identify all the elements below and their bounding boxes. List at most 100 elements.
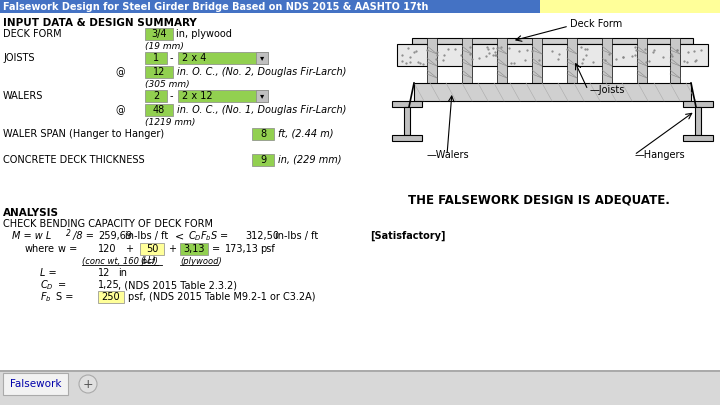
Text: (plywood): (plywood)	[180, 256, 222, 266]
Text: @: @	[115, 105, 125, 115]
Text: (1219 mm): (1219 mm)	[145, 117, 195, 126]
Bar	[497, 38, 507, 83]
Text: 48: 48	[153, 105, 165, 115]
Bar	[683, 135, 713, 141]
Bar	[252, 128, 274, 140]
Bar	[145, 66, 173, 78]
Bar	[532, 38, 542, 83]
Text: in. O. C., (No. 2, Douglas Fir-Larch): in. O. C., (No. 2, Douglas Fir-Larch)	[177, 67, 346, 77]
Text: ▾: ▾	[260, 92, 264, 100]
Bar	[683, 101, 713, 107]
Text: 50: 50	[146, 244, 158, 254]
Text: 173,13: 173,13	[225, 244, 259, 254]
Bar	[0, 370, 720, 405]
Text: 3/4: 3/4	[151, 29, 167, 39]
Text: 120: 120	[98, 244, 117, 254]
Bar	[98, 291, 124, 303]
Text: in, plywood: in, plywood	[176, 29, 232, 39]
Text: -: -	[170, 91, 174, 101]
Bar	[670, 38, 680, 83]
Text: 12: 12	[153, 67, 165, 77]
Text: =: =	[212, 244, 220, 254]
Text: CHECK BENDING CAPACITY OF DECK FORM: CHECK BENDING CAPACITY OF DECK FORM	[3, 219, 213, 229]
Text: —Walers: —Walers	[427, 150, 469, 160]
Bar	[392, 18, 715, 203]
Text: Falsework: Falsework	[10, 379, 62, 389]
Text: (19 mm): (19 mm)	[145, 41, 184, 51]
Bar	[178, 90, 268, 102]
Text: 250: 250	[102, 292, 120, 302]
Bar	[140, 243, 164, 255]
Text: DECK FORM: DECK FORM	[3, 29, 62, 39]
Text: ft, (2.44 m): ft, (2.44 m)	[278, 129, 333, 139]
Text: JOISTS: JOISTS	[3, 53, 35, 63]
Bar	[397, 44, 708, 66]
Text: -: -	[170, 53, 174, 63]
Bar	[462, 38, 472, 83]
Text: in: in	[118, 268, 127, 278]
Text: L =: L =	[40, 268, 57, 278]
Text: ▾: ▾	[260, 53, 264, 62]
Bar	[3, 373, 68, 395]
Text: , (NDS 2015 Table 2.3.2): , (NDS 2015 Table 2.3.2)	[118, 280, 237, 290]
Bar	[540, 0, 720, 13]
Bar	[567, 38, 577, 83]
Text: 2: 2	[66, 228, 71, 237]
Text: (305 mm): (305 mm)	[145, 79, 189, 89]
Text: 12: 12	[98, 268, 110, 278]
Text: $C_D F_b S$ =: $C_D F_b S$ =	[188, 229, 229, 243]
Bar	[392, 135, 422, 141]
Text: +: +	[83, 377, 94, 390]
Text: +: +	[168, 244, 176, 254]
Text: psf, (NDS 2015 Table M9.2-1 or C3.2A): psf, (NDS 2015 Table M9.2-1 or C3.2A)	[128, 292, 315, 302]
Text: 2 x 4: 2 x 4	[182, 53, 207, 63]
Text: 2 x 12: 2 x 12	[182, 91, 212, 101]
Text: in-lbs / ft: in-lbs / ft	[275, 231, 318, 241]
Text: $F_b$: $F_b$	[40, 290, 52, 304]
Text: (LL): (LL)	[140, 256, 156, 266]
Text: <: <	[175, 231, 184, 241]
Bar	[0, 370, 720, 372]
Text: psf: psf	[260, 244, 275, 254]
Text: S =: S =	[56, 292, 73, 302]
Bar	[256, 90, 268, 102]
Bar	[180, 243, 208, 255]
Bar	[145, 52, 167, 64]
Text: M = w L: M = w L	[12, 231, 51, 241]
Text: 312,50: 312,50	[245, 231, 279, 241]
Bar	[637, 38, 647, 83]
Text: —Hangers: —Hangers	[635, 150, 685, 160]
Text: Falsework Design for Steel Girder Bridge Based on NDS 2015 & AASHTO 17th: Falsework Design for Steel Girder Bridge…	[3, 2, 428, 11]
Bar	[392, 101, 422, 107]
Bar	[145, 104, 173, 116]
Text: w =: w =	[58, 244, 77, 254]
Text: ANALYSIS: ANALYSIS	[3, 208, 59, 218]
Text: 8: 8	[260, 129, 266, 139]
Circle shape	[79, 375, 97, 393]
Text: 1: 1	[153, 53, 159, 63]
Text: CONCRETE DECK THICKNESS: CONCRETE DECK THICKNESS	[3, 155, 145, 165]
Text: INPUT DATA & DESIGN SUMMARY: INPUT DATA & DESIGN SUMMARY	[3, 18, 197, 28]
Text: @: @	[115, 67, 125, 77]
Text: in, (229 mm): in, (229 mm)	[278, 155, 341, 165]
Bar	[414, 83, 691, 101]
Text: in. O. C., (No. 1, Douglas Fir-Larch): in. O. C., (No. 1, Douglas Fir-Larch)	[177, 105, 346, 115]
Bar	[145, 90, 167, 102]
Text: in-lbs / ft: in-lbs / ft	[125, 231, 168, 241]
Text: 9: 9	[260, 155, 266, 165]
Text: where: where	[25, 244, 55, 254]
Text: [Satisfactory]: [Satisfactory]	[370, 231, 446, 241]
Bar	[256, 52, 268, 64]
Bar	[427, 38, 437, 83]
Bar	[145, 28, 173, 40]
Bar	[252, 154, 274, 166]
Text: THE FALSEWORK DESIGN IS ADEQUATE.: THE FALSEWORK DESIGN IS ADEQUATE.	[408, 194, 670, 207]
Text: =: =	[58, 280, 66, 290]
Bar	[178, 52, 268, 64]
Text: $C_D$: $C_D$	[40, 278, 54, 292]
Bar	[404, 107, 410, 135]
Text: WALER SPAN (Hanger to Hanger): WALER SPAN (Hanger to Hanger)	[3, 129, 164, 139]
Text: 1,25: 1,25	[98, 280, 120, 290]
Bar	[602, 38, 612, 83]
Text: 259,69: 259,69	[98, 231, 132, 241]
